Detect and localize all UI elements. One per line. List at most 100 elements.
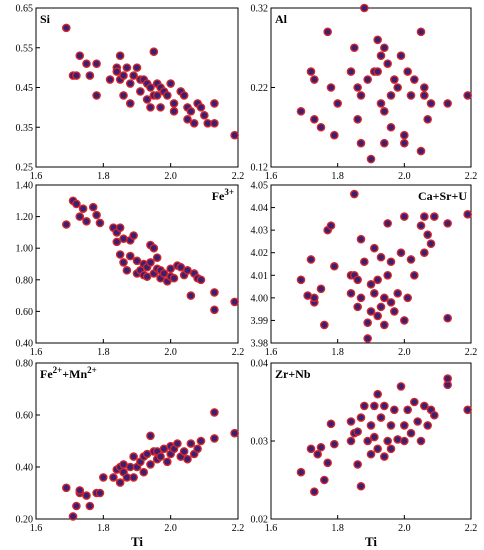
data-point	[393, 83, 402, 92]
data-point	[443, 99, 452, 108]
panel-label: Al	[275, 12, 288, 26]
x-tick-label: 1.8	[97, 347, 110, 358]
x-tick-label: 1.6	[265, 523, 278, 534]
data-point	[386, 298, 396, 307]
x-tick-label: 2.0	[398, 171, 411, 182]
data-point	[370, 432, 379, 442]
data-point	[423, 115, 432, 124]
data-point	[139, 467, 149, 477]
data-point	[146, 460, 155, 469]
data-point	[62, 23, 71, 33]
plot-frame	[270, 184, 472, 344]
data-point	[390, 405, 399, 415]
data-point	[390, 75, 399, 84]
data-point	[92, 210, 101, 220]
data-point	[230, 428, 239, 438]
data-point	[72, 71, 81, 80]
data-point	[75, 486, 85, 495]
data-point	[129, 231, 138, 240]
data-point	[313, 449, 322, 459]
data-point	[370, 289, 379, 298]
data-point	[95, 218, 105, 228]
data-point	[183, 115, 192, 124]
x-tick-label: 1.8	[331, 523, 344, 534]
data-point	[132, 63, 142, 72]
panel-label: Ca+Sr+U	[418, 189, 467, 203]
y-tick-label: 0.60	[16, 307, 34, 318]
data-point	[152, 253, 162, 262]
data-point	[62, 220, 71, 229]
data-point	[356, 234, 366, 244]
data-point	[196, 103, 206, 112]
data-point	[230, 130, 239, 140]
y-tick-label: 0.40	[16, 339, 34, 350]
data-point	[380, 401, 389, 411]
data-point	[95, 488, 105, 498]
data-point	[350, 189, 359, 199]
x-tick-label: 1.8	[331, 171, 344, 182]
data-point	[396, 248, 406, 258]
data-point	[146, 431, 155, 441]
data-point	[189, 118, 199, 128]
data-point	[183, 454, 192, 464]
x-tick-label: 2.2	[232, 523, 245, 534]
data-point	[166, 264, 175, 274]
y-tick-label: 4.00	[251, 293, 269, 304]
panel-4: 1.6 1.8 2.0 2.2 0.20 0.40 0.60 0.80 Fe2++Mn2+ Ti	[16, 359, 245, 550]
data-point	[373, 275, 382, 285]
data-point	[169, 107, 179, 116]
data-point	[406, 428, 416, 438]
data-point	[196, 275, 206, 285]
panel-0: 1.6 1.8 2.0 2.2 0.25 0.35 0.45 0.55 0.65 Si	[16, 4, 245, 183]
data-point	[99, 473, 108, 482]
data-point	[396, 382, 406, 391]
x-tick-label: 2.2	[465, 523, 478, 534]
x-tick-label: 1.6	[30, 171, 43, 182]
data-point	[376, 302, 386, 312]
data-point	[112, 237, 122, 247]
data-point	[78, 204, 88, 213]
y-tick-label: 0.04	[251, 359, 269, 370]
data-point	[443, 313, 452, 323]
x-tick-label: 2.0	[164, 347, 177, 358]
data-point	[330, 130, 339, 140]
data-point	[125, 79, 135, 88]
data-point	[132, 256, 142, 266]
data-point	[383, 270, 392, 280]
data-point	[426, 99, 436, 108]
data-point	[129, 71, 138, 80]
data-point	[115, 250, 125, 259]
data-point	[323, 27, 332, 37]
data-point	[320, 320, 329, 330]
data-point	[426, 239, 436, 248]
data-point	[370, 243, 379, 253]
data-point	[183, 266, 192, 275]
x-tick-label: 1.8	[97, 171, 110, 182]
y-tick-label: 1.20	[16, 212, 34, 223]
data-point	[396, 51, 406, 61]
x-tick-label: 1.6	[30, 347, 43, 358]
y-tick-label: 0.35	[16, 123, 34, 134]
y-tick-label: 1.40	[16, 181, 34, 192]
data-point	[156, 103, 165, 112]
data-point	[85, 71, 95, 80]
y-tick-label: 0.03	[251, 437, 269, 448]
data-point	[210, 305, 219, 315]
data-point	[320, 475, 329, 485]
data-point	[119, 71, 128, 80]
x-axis-title: Ti	[365, 534, 377, 549]
data-point	[210, 434, 219, 443]
data-point	[72, 199, 81, 209]
y-tick-label: 3.98	[251, 339, 269, 350]
data-point	[210, 118, 219, 128]
data-point	[326, 221, 336, 230]
data-point	[152, 91, 162, 100]
data-point	[403, 67, 412, 76]
data-point	[443, 219, 452, 228]
panel-label: Si	[40, 12, 51, 26]
data-point	[366, 307, 376, 316]
data-point	[125, 99, 135, 108]
data-point	[376, 252, 386, 262]
data-point	[346, 67, 356, 76]
data-point	[353, 427, 362, 436]
